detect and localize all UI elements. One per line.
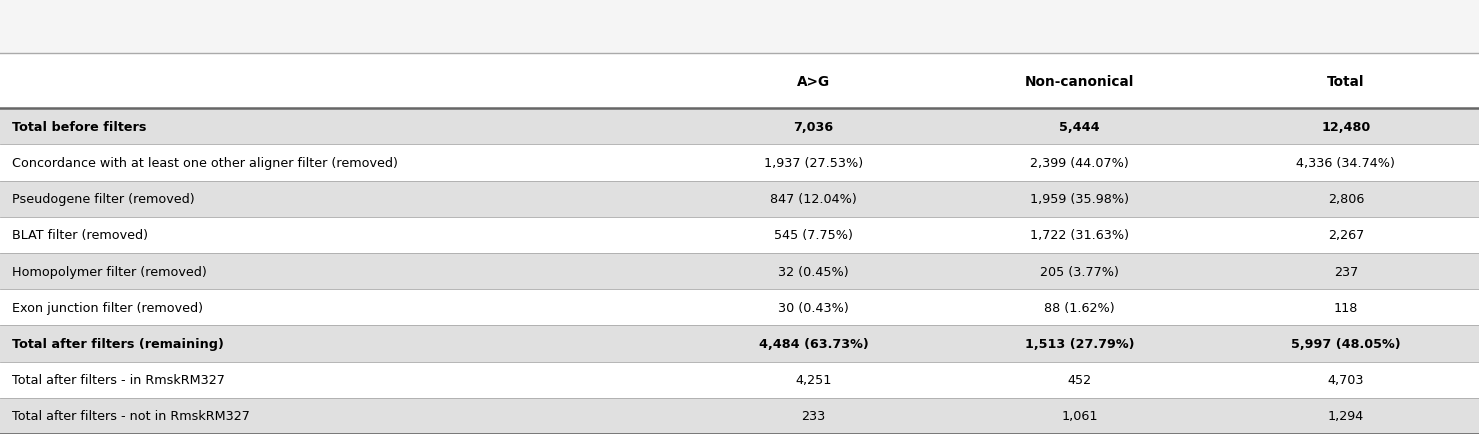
Text: Total after filters - in RmskRM327: Total after filters - in RmskRM327 [12, 373, 225, 386]
Text: 2,806: 2,806 [1328, 193, 1364, 206]
Bar [0, 0, 1479, 54]
Text: 12,480: 12,480 [1321, 121, 1371, 134]
Text: 1,513 (27.79%): 1,513 (27.79%) [1025, 337, 1134, 350]
Text: Pseudogene filter (removed): Pseudogene filter (removed) [12, 193, 194, 206]
Text: 847 (12.04%): 847 (12.04%) [771, 193, 856, 206]
Text: 88 (1.62%): 88 (1.62%) [1044, 301, 1115, 314]
Text: 4,251: 4,251 [796, 373, 831, 386]
Bar [0, 253, 1479, 289]
Bar [0, 109, 1479, 145]
Bar [0, 181, 1479, 217]
Bar [0, 217, 1479, 253]
Text: Total: Total [1327, 75, 1365, 89]
Text: Total after filters (remaining): Total after filters (remaining) [12, 337, 223, 350]
Text: Homopolymer filter (removed): Homopolymer filter (removed) [12, 265, 207, 278]
Text: Total after filters - not in RmskRM327: Total after filters - not in RmskRM327 [12, 409, 250, 422]
Text: 1,959 (35.98%): 1,959 (35.98%) [1031, 193, 1128, 206]
Text: 2,267: 2,267 [1328, 229, 1364, 242]
Text: 2,399 (44.07%): 2,399 (44.07%) [1031, 157, 1128, 170]
Bar [0, 326, 1479, 362]
Bar [0, 54, 1479, 109]
Text: 4,484 (63.73%): 4,484 (63.73%) [759, 337, 868, 350]
Text: 7,036: 7,036 [793, 121, 834, 134]
Text: Concordance with at least one other aligner filter (removed): Concordance with at least one other alig… [12, 157, 398, 170]
Text: BLAT filter (removed): BLAT filter (removed) [12, 229, 148, 242]
Text: Non-canonical: Non-canonical [1025, 75, 1134, 89]
Bar [0, 289, 1479, 326]
Text: 237: 237 [1334, 265, 1358, 278]
Text: 5,997 (48.05%): 5,997 (48.05%) [1291, 337, 1401, 350]
Text: Exon junction filter (removed): Exon junction filter (removed) [12, 301, 203, 314]
Text: Total before filters: Total before filters [12, 121, 146, 134]
Text: 30 (0.43%): 30 (0.43%) [778, 301, 849, 314]
Text: 1,294: 1,294 [1328, 409, 1364, 422]
Text: 118: 118 [1334, 301, 1358, 314]
Text: 545 (7.75%): 545 (7.75%) [774, 229, 853, 242]
Text: 452: 452 [1068, 373, 1092, 386]
Text: 1,061: 1,061 [1062, 409, 1097, 422]
Bar [0, 362, 1479, 398]
Bar [0, 398, 1479, 434]
Text: 205 (3.77%): 205 (3.77%) [1040, 265, 1120, 278]
Text: 1,937 (27.53%): 1,937 (27.53%) [763, 157, 864, 170]
Text: 233: 233 [802, 409, 825, 422]
Text: 1,722 (31.63%): 1,722 (31.63%) [1031, 229, 1128, 242]
Text: 32 (0.45%): 32 (0.45%) [778, 265, 849, 278]
Text: 4,703: 4,703 [1328, 373, 1364, 386]
Text: A>G: A>G [797, 75, 830, 89]
Text: 5,444: 5,444 [1059, 121, 1100, 134]
Bar [0, 145, 1479, 181]
Text: 4,336 (34.74%): 4,336 (34.74%) [1297, 157, 1395, 170]
